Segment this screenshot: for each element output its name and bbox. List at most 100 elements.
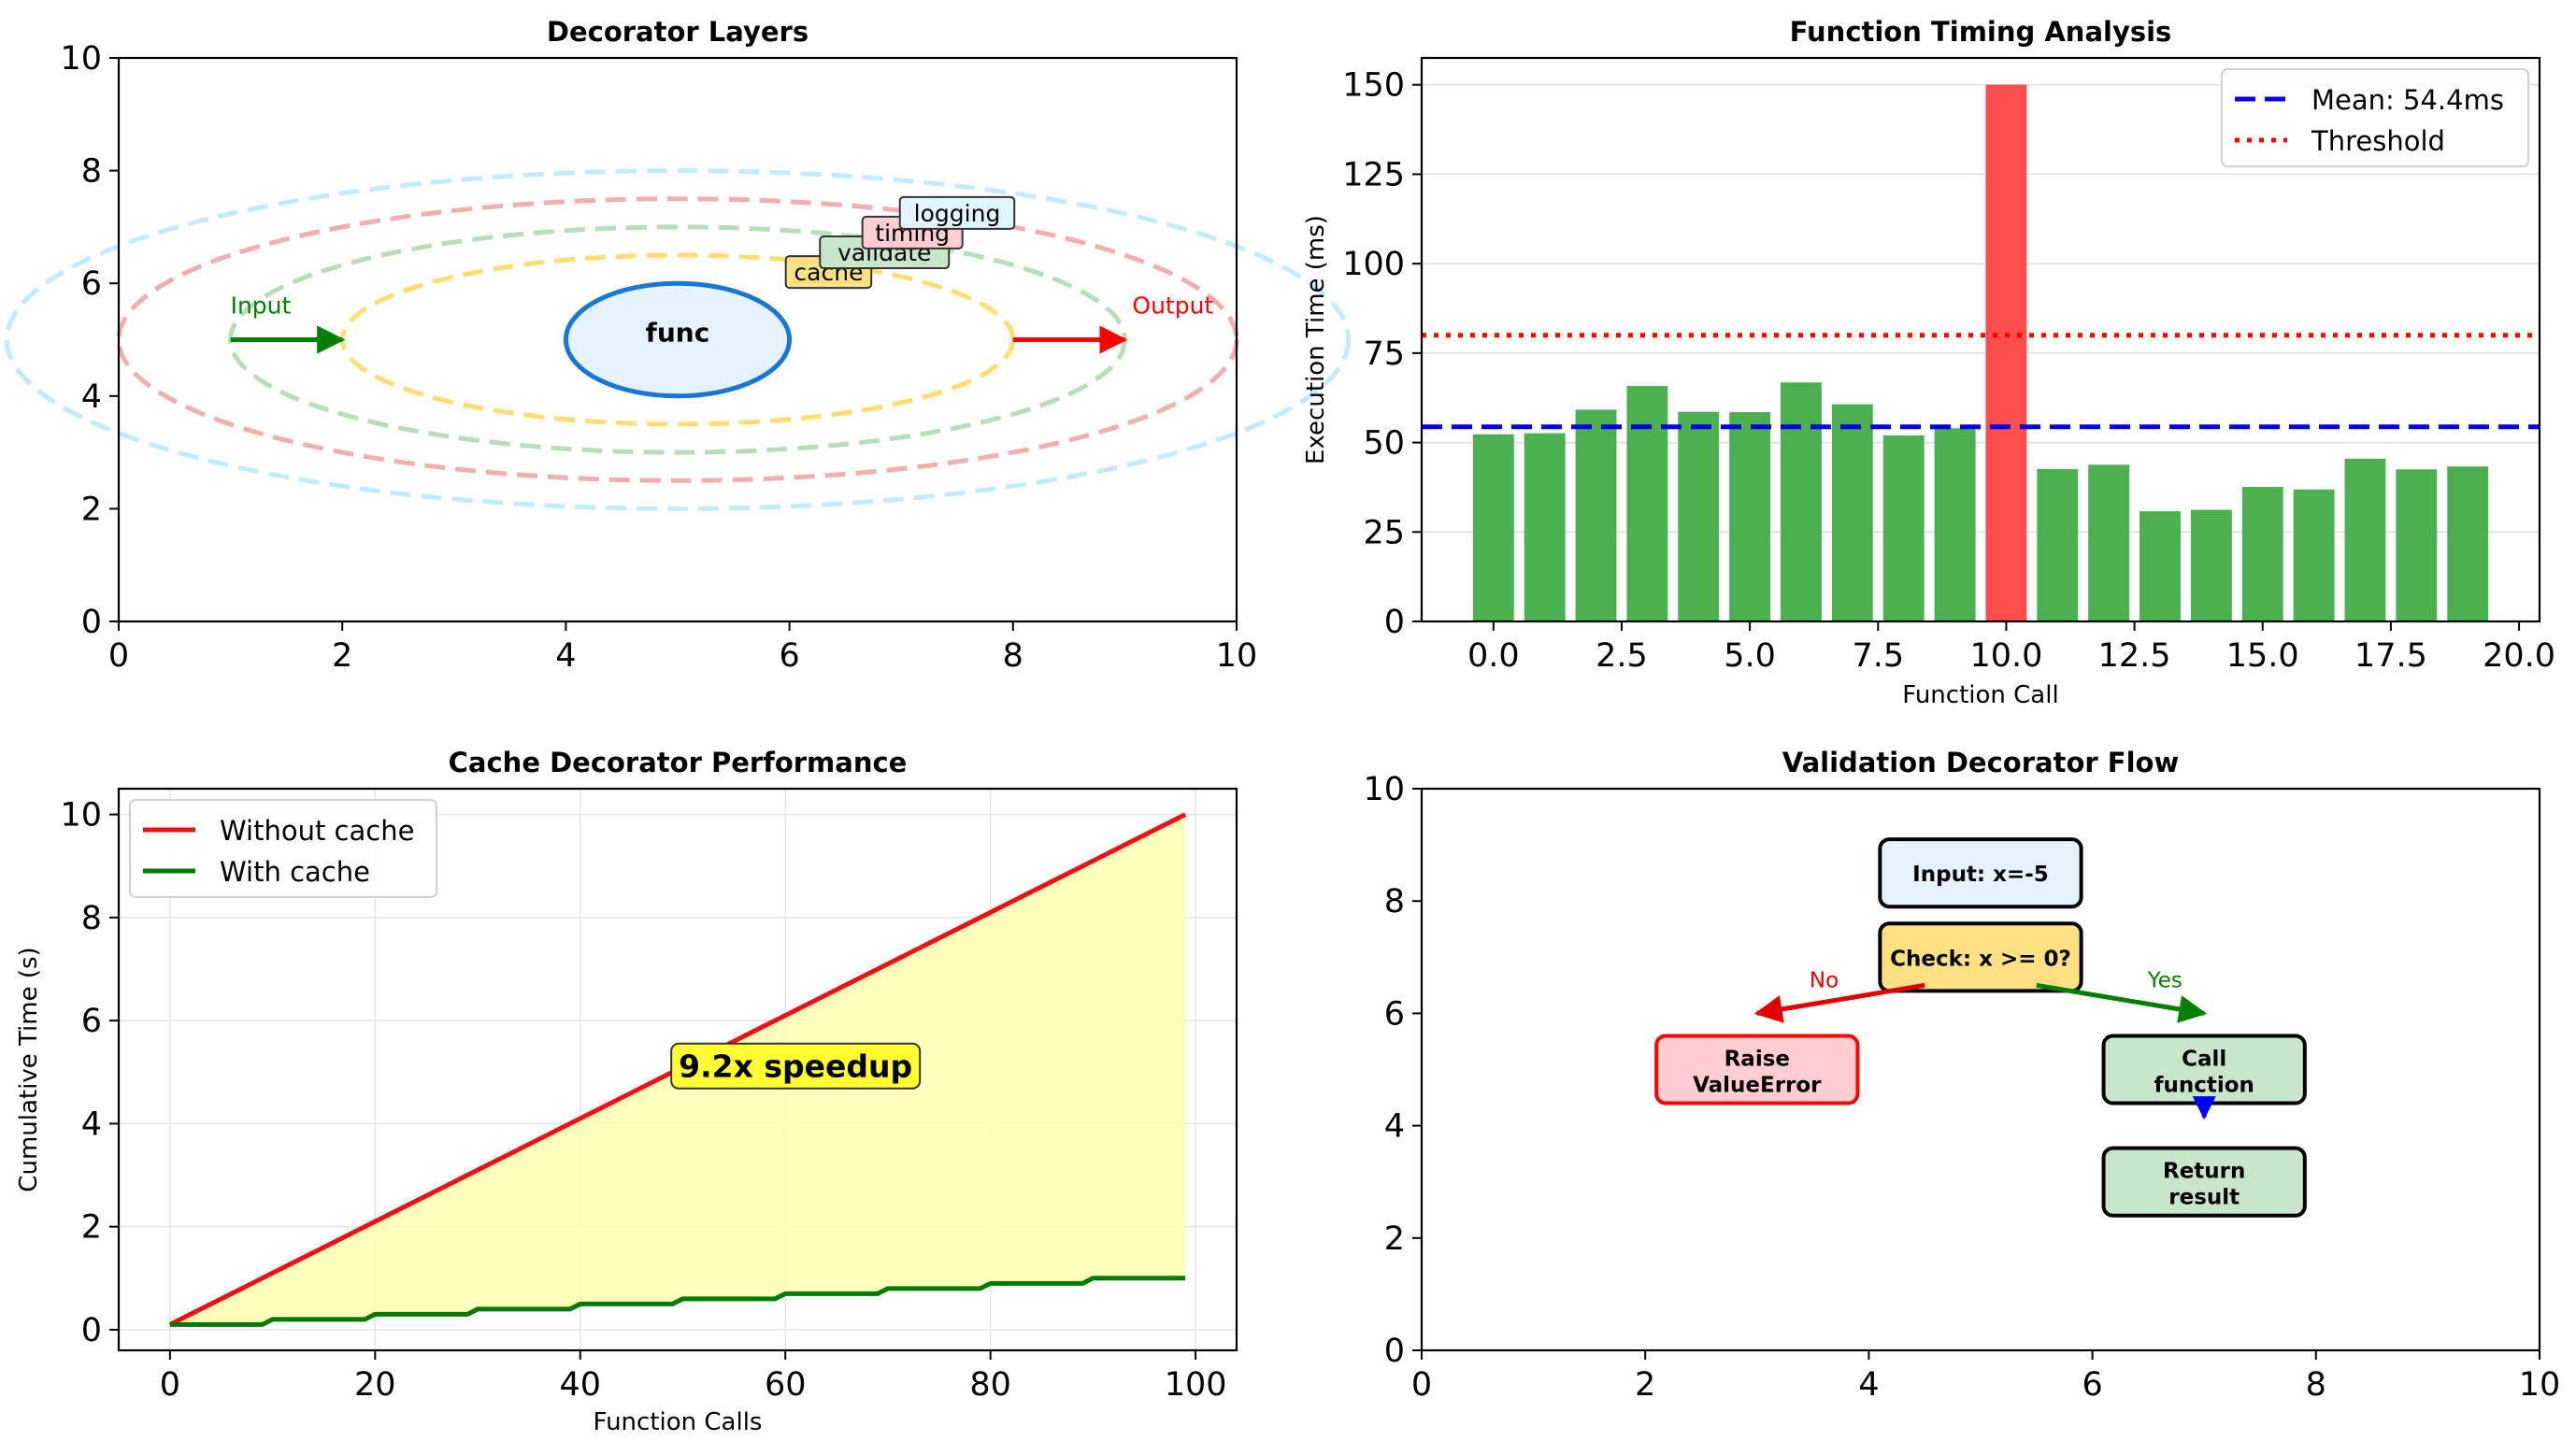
core-function-ellipse	[563, 280, 793, 399]
decorator-layers-frame	[117, 56, 1238, 623]
y-tick-label: 75	[1363, 335, 1405, 373]
x-tick-label: 60	[765, 1366, 807, 1404]
legend-box	[2221, 68, 2529, 167]
bar	[1524, 433, 1566, 621]
y-tick-label: 8	[81, 900, 102, 937]
x-tick-label: 15.0	[2226, 637, 2299, 675]
flow-node-label: Return	[2163, 1160, 2245, 1184]
x-tick-label: 40	[559, 1366, 601, 1404]
input-label: Input	[231, 292, 292, 320]
y-tick-label: 10	[1363, 771, 1405, 808]
chart-title: Validation Decorator Flow	[1782, 747, 2179, 778]
y-tick-label: 6	[1384, 995, 1405, 1033]
x-tick-label: 0	[108, 637, 129, 675]
flow-node-box	[2101, 1146, 2307, 1218]
flow-node-label: Raise	[1724, 1048, 1790, 1072]
y-tick-label: 0	[1384, 1333, 1405, 1370]
flow-node-box	[1654, 1034, 1860, 1106]
validation-flow-frame	[1420, 787, 2541, 1352]
bar	[2396, 469, 2438, 621]
speedup-area	[169, 814, 1186, 1325]
bar	[1729, 412, 1771, 621]
y-tick-label: 2	[1384, 1220, 1405, 1258]
chart-title: Function Timing Analysis	[1790, 16, 2172, 48]
x-tick-label: 2.5	[1596, 637, 1648, 675]
flow-node-label: Call	[2182, 1048, 2226, 1072]
legend-label-without-cache: Without cache	[220, 815, 414, 847]
flow-edge-label: No	[1810, 968, 1839, 992]
flow-node-label: ValueError	[1693, 1074, 1822, 1098]
chart-title: Cache Decorator Performance	[449, 747, 908, 778]
y-tick-label: 2	[81, 491, 102, 528]
x-tick-label: 2	[332, 637, 352, 675]
flow-node-label: Input: x=-5	[1912, 863, 2049, 887]
flow-edge-arrow	[2036, 982, 2208, 1023]
function-timing-panel: Function Timing Analysis 0.0 2.5 5.0 7.5 10.0…	[1302, 16, 2555, 709]
series-line-with-cache	[169, 1276, 1186, 1327]
x-tick-label: 0	[1411, 1366, 1432, 1404]
bar	[1831, 404, 1873, 621]
y-axis-label: Cumulative Time (s)	[15, 947, 43, 1191]
legend-label-mean: Mean: 54.4ms	[2311, 84, 2504, 116]
x-tick-label: 80	[969, 1366, 1011, 1404]
x-tick-label: 12.5	[2098, 637, 2171, 675]
x-tick-label: 10	[2519, 1366, 2561, 1404]
x-axis-label: Function Call	[1902, 681, 2058, 709]
y-tick-label: 100	[1342, 246, 1405, 283]
bar	[1626, 386, 1668, 621]
y-tick-label: 8	[1384, 883, 1405, 920]
speedup-annotation: 9.2x speedup	[679, 1048, 912, 1085]
legend-box	[129, 799, 437, 898]
legend-label-with-cache: With cache	[220, 856, 370, 888]
x-tick-label: 7.5	[1852, 637, 1904, 675]
y-tick-label: 6	[81, 265, 102, 303]
x-tick-label: 17.5	[2354, 637, 2427, 675]
flow-node-box	[1878, 837, 2083, 909]
y-axis-label: Execution Time (ms)	[1302, 215, 1330, 464]
y-tick-label: 4	[81, 1106, 102, 1143]
bar	[1934, 428, 1976, 621]
y-tick-label: 0	[1384, 604, 1405, 641]
validation-flow-panel: Validation Decorator Flow Input: x=-5 Chec…	[1363, 747, 2560, 1404]
y-tick-label: 25	[1363, 514, 1405, 551]
core-function-label: func	[646, 318, 710, 349]
y-tick-label: 10	[60, 40, 102, 78]
bar	[1472, 434, 1514, 621]
bar	[1882, 435, 1925, 621]
legend-label-threshold: Threshold	[2311, 125, 2445, 157]
layer-ring-logging	[4, 168, 1352, 511]
bar	[2140, 511, 2181, 621]
bar	[1781, 382, 1822, 621]
x-tick-label: 4	[555, 637, 576, 675]
bar	[2190, 509, 2232, 621]
y-tick-label: 8	[81, 153, 102, 191]
bar	[2241, 487, 2283, 621]
x-axis-label: Function Calls	[594, 1408, 763, 1436]
y-tick-label: 0	[81, 604, 102, 641]
y-tick-label: 4	[1384, 1108, 1405, 1146]
flow-node-box	[1878, 921, 2083, 993]
bar	[2447, 466, 2489, 621]
chart-title: Decorator Layers	[547, 16, 809, 48]
cache-performance-panel: Cache Decorator Performance 9.2x speedup 0…	[15, 747, 1238, 1436]
x-tick-label: 2	[1635, 1366, 1655, 1404]
bar	[1678, 411, 1720, 621]
x-tick-label: 8	[1003, 637, 1023, 675]
y-tick-label: 150	[1342, 67, 1405, 105]
bar-slow-call	[1985, 84, 2027, 621]
bar	[2344, 458, 2386, 621]
x-tick-label: 10	[1216, 637, 1258, 675]
y-tick-label: 125	[1342, 156, 1405, 193]
x-tick-label: 4	[1858, 1366, 1879, 1404]
x-tick-label: 100	[1165, 1366, 1227, 1404]
bar	[2037, 468, 2079, 621]
x-tick-label: 10.0	[1969, 637, 2042, 675]
x-tick-label: 8	[2306, 1366, 2326, 1404]
cache-performance-frame	[117, 787, 1238, 1352]
x-tick-label: 20	[354, 1366, 396, 1404]
bar	[1575, 409, 1617, 621]
function-timing-frame	[1420, 56, 2541, 623]
y-tick-label: 2	[81, 1209, 102, 1247]
x-tick-label: 0.0	[1467, 637, 1520, 675]
